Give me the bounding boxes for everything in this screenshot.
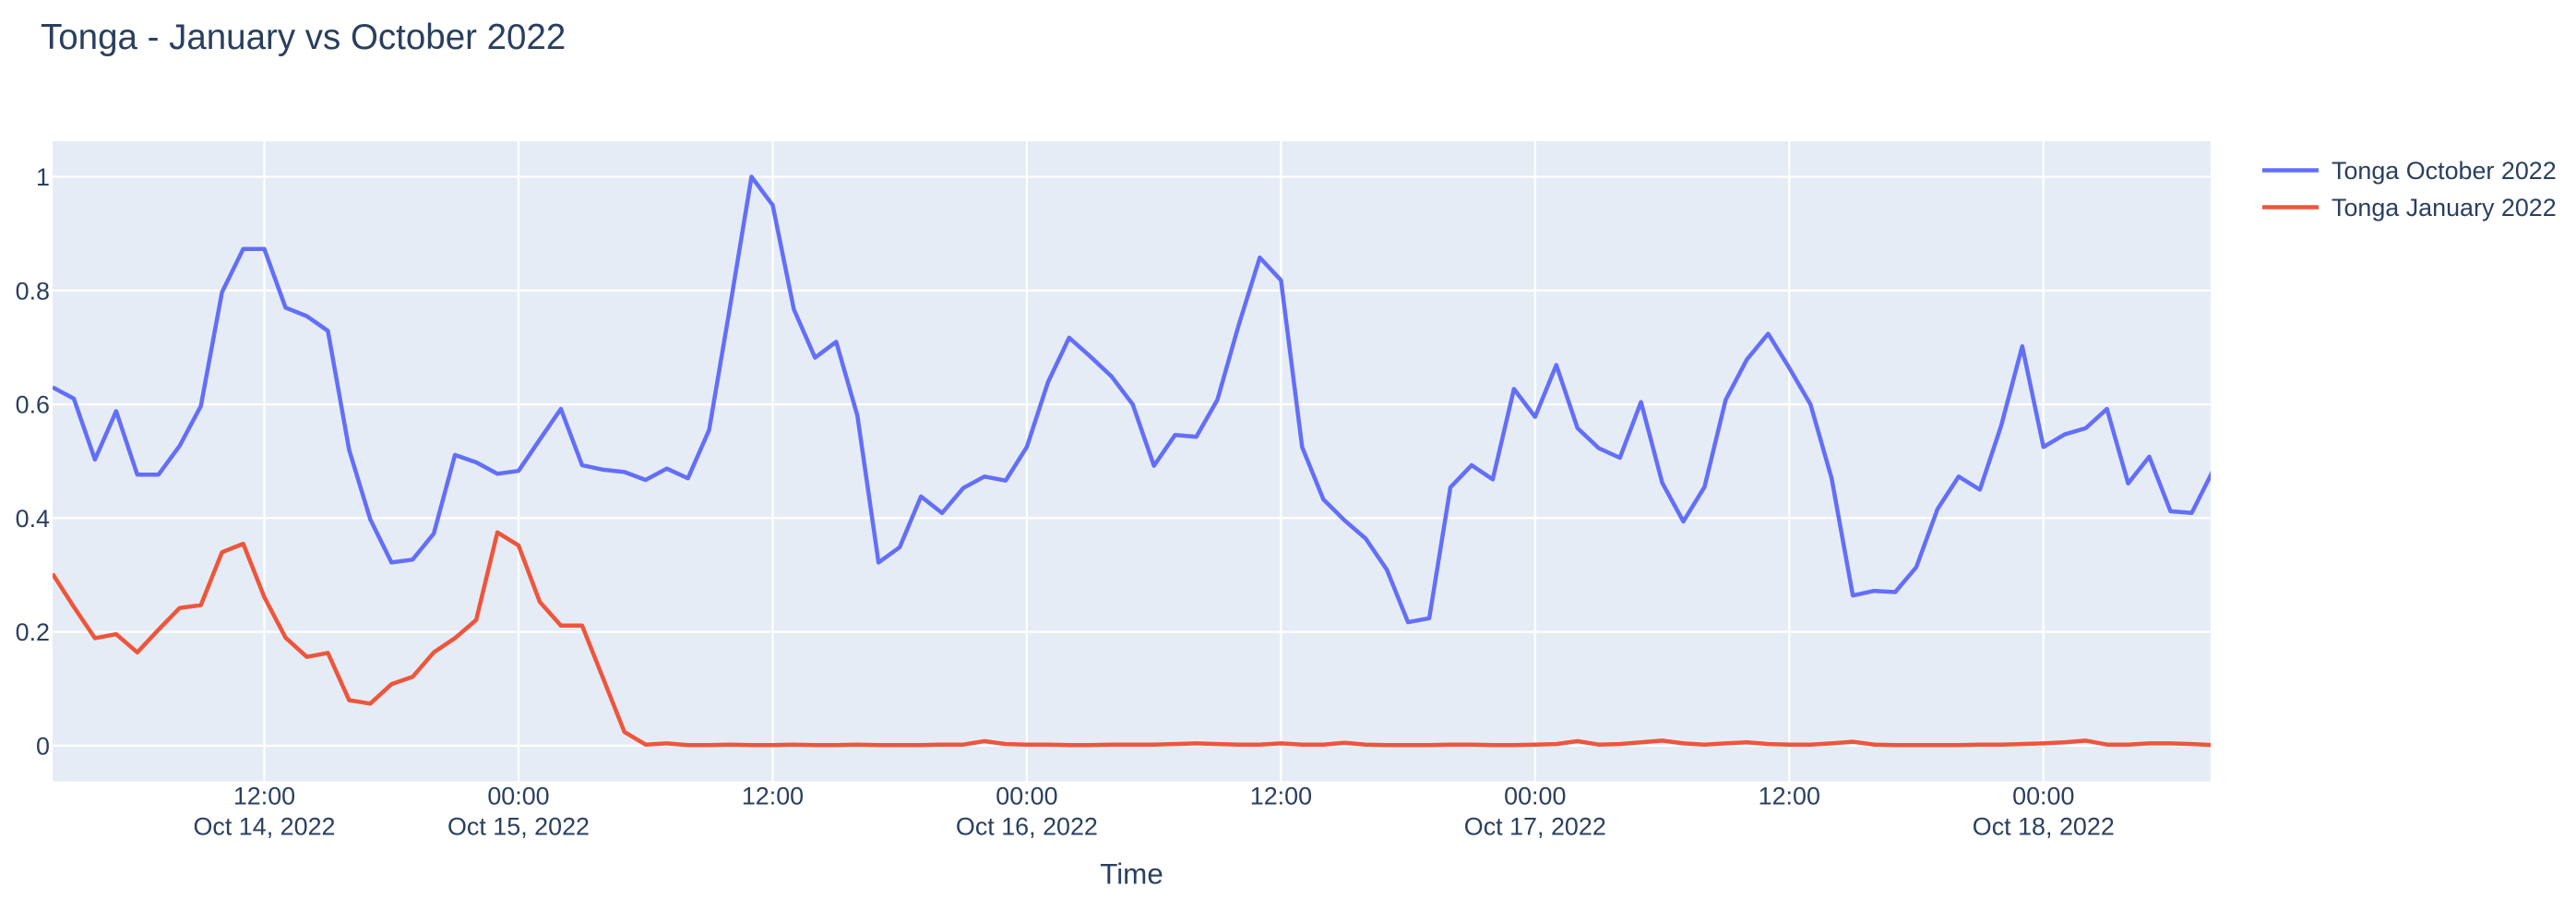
svg-text:0.6: 0.6 [16,391,50,419]
svg-text:12:00: 12:00 [742,783,804,810]
svg-text:00:00: 00:00 [996,783,1057,810]
svg-text:1: 1 [36,163,50,191]
svg-text:0: 0 [36,732,50,760]
svg-text:Tonga October 2022: Tonga October 2022 [2332,157,2557,185]
svg-text:12:00: 12:00 [1250,783,1312,810]
svg-text:00:00: 00:00 [2012,783,2074,810]
svg-text:Oct 15, 2022: Oct 15, 2022 [447,813,590,841]
svg-text:12:00: 12:00 [233,783,295,810]
svg-text:0.4: 0.4 [16,505,50,533]
svg-text:0.8: 0.8 [16,277,50,305]
svg-text:Oct 18, 2022: Oct 18, 2022 [1973,813,2115,841]
svg-text:12:00: 12:00 [1759,783,1820,810]
svg-text:Oct 16, 2022: Oct 16, 2022 [956,813,1098,841]
svg-text:00:00: 00:00 [1504,783,1566,810]
svg-text:Oct 14, 2022: Oct 14, 2022 [194,813,336,841]
svg-text:Time: Time [1100,858,1163,891]
svg-text:00:00: 00:00 [487,783,549,810]
svg-text:Tonga January 2022: Tonga January 2022 [2332,194,2557,222]
svg-text:Oct 17, 2022: Oct 17, 2022 [1464,813,1606,841]
svg-text:Tonga - January vs October 202: Tonga - January vs October 2022 [41,18,566,57]
svg-text:0.2: 0.2 [16,618,50,646]
